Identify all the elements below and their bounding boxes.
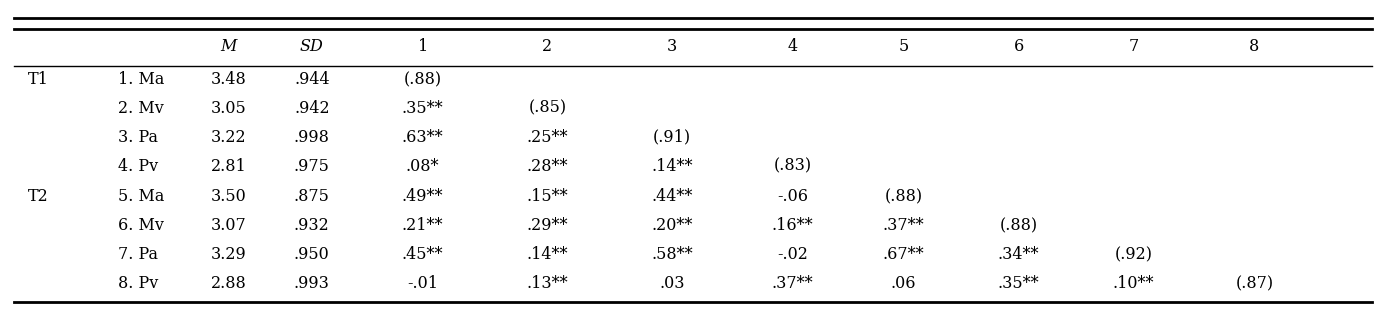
Text: .16**: .16** — [772, 217, 814, 234]
Text: 1: 1 — [417, 38, 428, 55]
Text: 3.50: 3.50 — [211, 188, 247, 205]
Text: SD: SD — [299, 38, 324, 55]
Text: 8. Pv: 8. Pv — [118, 275, 158, 292]
Text: .944: .944 — [294, 71, 330, 88]
Text: .975: .975 — [294, 158, 330, 175]
Text: .35**: .35** — [402, 100, 444, 117]
Text: 3.22: 3.22 — [211, 129, 247, 146]
Text: (.83): (.83) — [773, 158, 812, 175]
Text: .28**: .28** — [527, 158, 568, 175]
Text: 6. Mv: 6. Mv — [118, 217, 164, 234]
Text: .63**: .63** — [402, 129, 444, 146]
Text: (.85): (.85) — [528, 100, 567, 117]
Text: 3.48: 3.48 — [211, 71, 247, 88]
Text: 2.88: 2.88 — [211, 275, 247, 292]
Text: 3.29: 3.29 — [211, 246, 247, 263]
Text: .37**: .37** — [772, 275, 814, 292]
Text: .49**: .49** — [402, 188, 444, 205]
Text: .932: .932 — [294, 217, 330, 234]
Text: .08*: .08* — [406, 158, 439, 175]
Text: T1: T1 — [28, 71, 49, 88]
Text: 1. Ma: 1. Ma — [118, 71, 164, 88]
Text: -.01: -.01 — [407, 275, 438, 292]
Text: .35**: .35** — [998, 275, 1040, 292]
Text: .15**: .15** — [527, 188, 568, 205]
Text: (.87): (.87) — [1235, 275, 1274, 292]
Text: .03: .03 — [660, 275, 685, 292]
Text: 2. Mv: 2. Mv — [118, 100, 164, 117]
Text: 5: 5 — [898, 38, 909, 55]
Text: 6: 6 — [1013, 38, 1024, 55]
Text: 7: 7 — [1128, 38, 1139, 55]
Text: (.91): (.91) — [653, 129, 692, 146]
Text: .10**: .10** — [1113, 275, 1155, 292]
Text: .942: .942 — [294, 100, 330, 117]
Text: 4: 4 — [787, 38, 798, 55]
Text: .14**: .14** — [651, 158, 693, 175]
Text: .20**: .20** — [651, 217, 693, 234]
Text: 3.05: 3.05 — [211, 100, 247, 117]
Text: M: M — [220, 38, 237, 55]
Text: 3. Pa: 3. Pa — [118, 129, 158, 146]
Text: .950: .950 — [294, 246, 330, 263]
Text: .25**: .25** — [527, 129, 568, 146]
Text: (.88): (.88) — [999, 217, 1038, 234]
Text: -.02: -.02 — [778, 246, 808, 263]
Text: .37**: .37** — [883, 217, 924, 234]
Text: 2.81: 2.81 — [211, 158, 247, 175]
Text: 4. Pv: 4. Pv — [118, 158, 158, 175]
Text: .13**: .13** — [527, 275, 568, 292]
Text: (.88): (.88) — [884, 188, 923, 205]
Text: .44**: .44** — [651, 188, 693, 205]
Text: .67**: .67** — [883, 246, 924, 263]
Text: .21**: .21** — [402, 217, 444, 234]
Text: (.92): (.92) — [1114, 246, 1153, 263]
Text: .45**: .45** — [402, 246, 444, 263]
Text: 5. Ma: 5. Ma — [118, 188, 164, 205]
Text: .14**: .14** — [527, 246, 568, 263]
Text: 7. Pa: 7. Pa — [118, 246, 158, 263]
Text: 3: 3 — [667, 38, 678, 55]
Text: .29**: .29** — [527, 217, 568, 234]
Text: .993: .993 — [294, 275, 330, 292]
Text: (.88): (.88) — [403, 71, 442, 88]
Text: T2: T2 — [28, 188, 49, 205]
Text: .58**: .58** — [651, 246, 693, 263]
Text: .875: .875 — [294, 188, 330, 205]
Text: 2: 2 — [542, 38, 553, 55]
Text: -.06: -.06 — [778, 188, 808, 205]
Text: 8: 8 — [1249, 38, 1260, 55]
Text: .34**: .34** — [998, 246, 1040, 263]
Text: 3.07: 3.07 — [211, 217, 247, 234]
Text: .998: .998 — [294, 129, 330, 146]
Text: .06: .06 — [891, 275, 916, 292]
